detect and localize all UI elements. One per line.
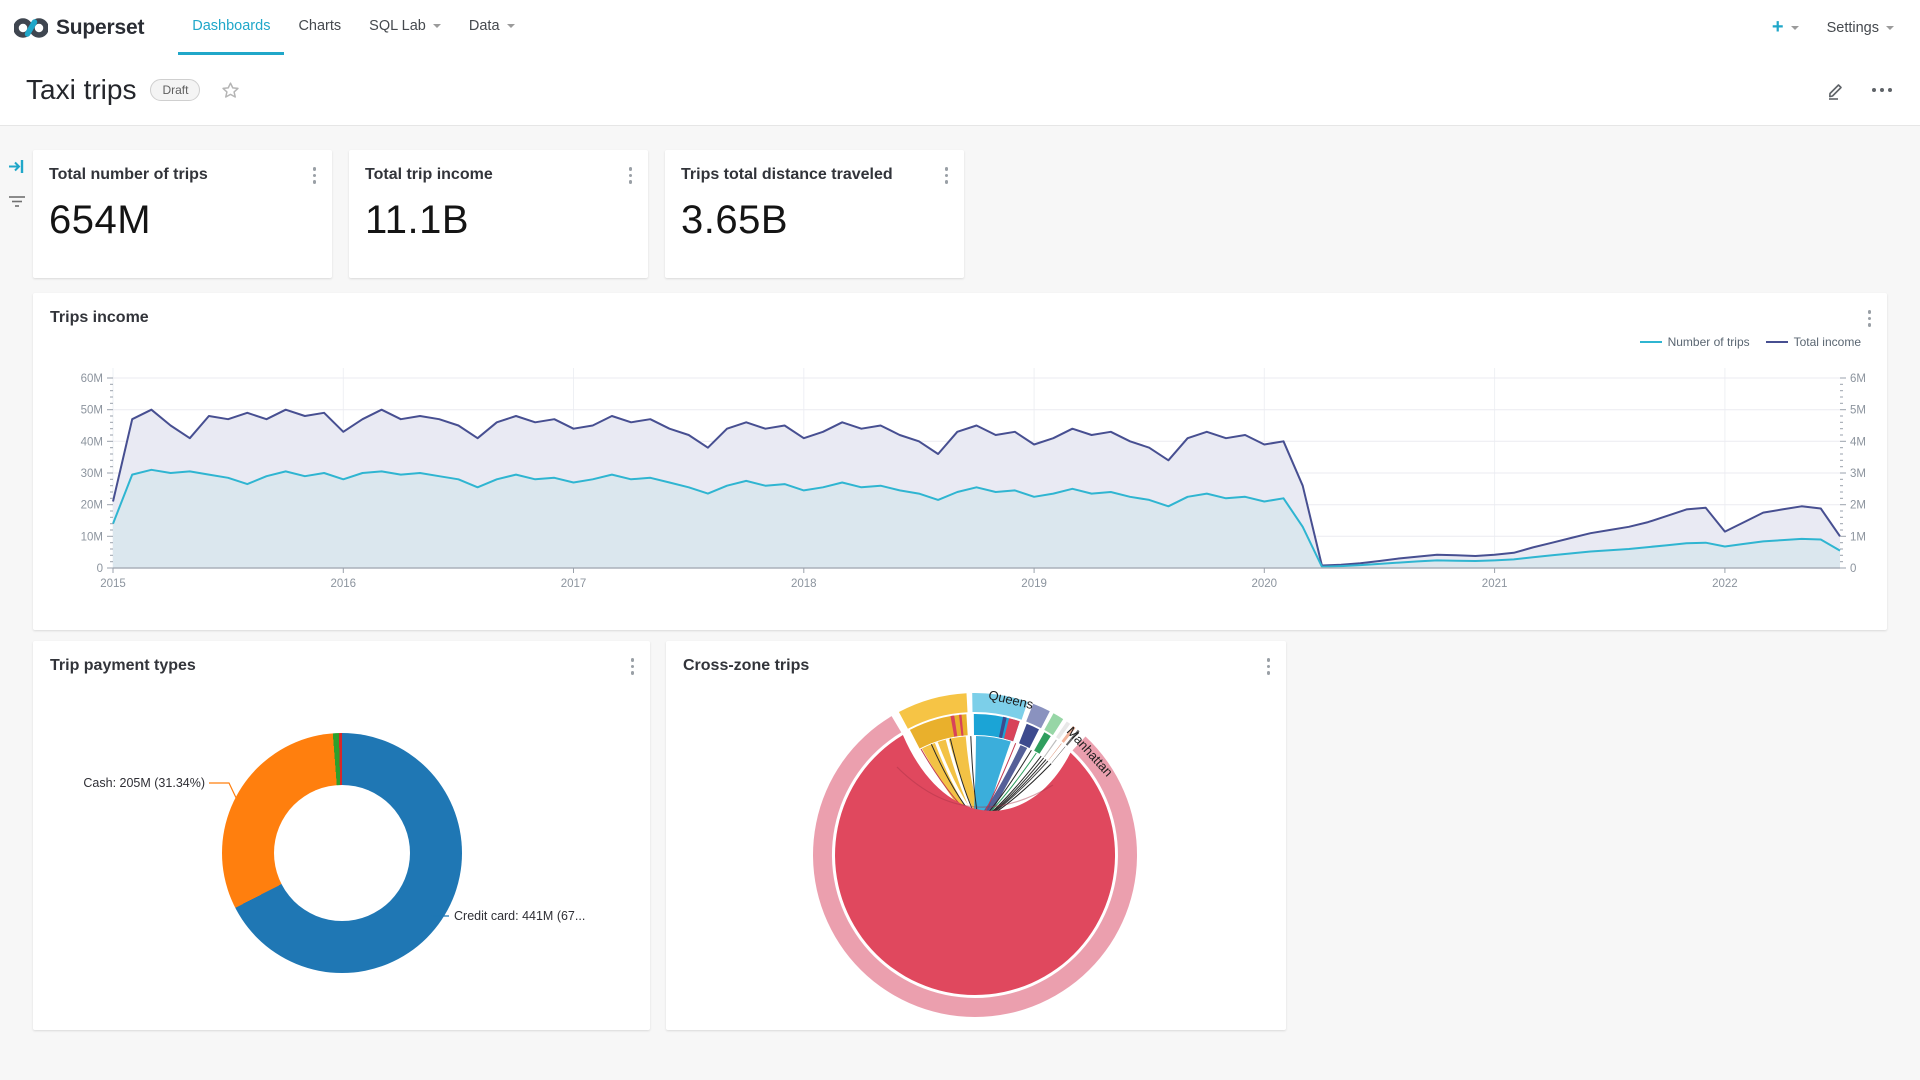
kpi-value: 3.65B <box>681 198 789 242</box>
svg-text:2022: 2022 <box>1712 578 1738 590</box>
svg-text:2019: 2019 <box>1021 578 1047 590</box>
card-menu-kebab[interactable] <box>628 655 638 678</box>
svg-text:2M: 2M <box>1850 500 1866 512</box>
superset-logo[interactable]: Superset <box>14 16 144 40</box>
nav-item-charts[interactable]: Charts <box>298 18 342 34</box>
kpi-value: 11.1B <box>365 198 470 242</box>
chart-title: Trip payment types <box>50 657 196 674</box>
card-menu-kebab[interactable] <box>310 164 320 187</box>
chart-title: Trips income <box>50 309 149 326</box>
kpi-title: Trips total distance traveled <box>681 166 893 183</box>
pencil-icon <box>1829 84 1842 100</box>
svg-text:2018: 2018 <box>791 578 817 590</box>
card-menu-kebab[interactable] <box>626 164 636 187</box>
trips-income-area-chart[interactable]: 60M 50M 40M 30M 20M 10M 0 6M 5M 4M 3M 2M 1M 0 2015 2016… <box>33 293 1887 630</box>
kpi-title: Total number of trips <box>49 166 208 183</box>
trips-income-chart-card: Trips income Number of trips Total incom… <box>33 293 1887 630</box>
dashboard-header: Taxi trips Draft <box>0 55 1920 126</box>
collapsed-filters-button[interactable] <box>6 193 28 211</box>
kpi-card-total-trips: Total number of trips 654M <box>33 150 332 278</box>
dashboard-menu-ellipsis[interactable] <box>1872 88 1892 92</box>
svg-text:0: 0 <box>97 563 103 575</box>
svg-text:2015: 2015 <box>100 578 126 590</box>
dashboard-body: Total number of trips 654M Total trip in… <box>0 126 1920 1080</box>
kpi-card-total-distance: Trips total distance traveled 3.65B <box>665 150 964 278</box>
svg-text:3M: 3M <box>1850 468 1866 480</box>
svg-text:1M: 1M <box>1850 531 1866 543</box>
nav-item-sql-lab[interactable]: SQL Lab <box>355 0 455 55</box>
svg-text:4M: 4M <box>1850 436 1866 448</box>
card-menu-kebab[interactable] <box>942 164 952 187</box>
svg-text:2017: 2017 <box>561 578 587 590</box>
svg-text:5M: 5M <box>1850 405 1866 417</box>
chart-legend: Number of trips Total income <box>1639 335 1861 349</box>
chevron-down-icon <box>1886 25 1894 34</box>
svg-text:30M: 30M <box>81 468 103 480</box>
legend-item-number-of-trips[interactable]: Number of trips <box>1639 335 1750 349</box>
svg-text:2021: 2021 <box>1482 578 1508 590</box>
cross-zone-trips-card: Cross-zone trips Manhattan Queens <box>666 641 1286 1030</box>
payment-types-donut-chart[interactable] <box>222 733 462 973</box>
brand-name: Superset <box>56 15 145 39</box>
card-menu-kebab[interactable] <box>1865 307 1875 330</box>
favorite-star-button[interactable] <box>220 80 241 101</box>
infinity-logo-icon <box>14 17 48 38</box>
chevron-down-icon <box>1790 25 1799 34</box>
svg-text:40M: 40M <box>81 436 103 448</box>
filter-rail <box>0 156 33 211</box>
svg-text:50M: 50M <box>81 405 103 417</box>
svg-text:2020: 2020 <box>1252 578 1278 590</box>
svg-text:6M: 6M <box>1850 373 1866 385</box>
nav-item-dashboards[interactable]: Dashboards <box>178 0 285 55</box>
chevron-down-icon <box>506 24 515 32</box>
chevron-down-icon <box>432 24 441 32</box>
arrow-right-to-bar-icon <box>9 160 24 173</box>
legend-item-total-income[interactable]: Total income <box>1765 335 1861 349</box>
main-menu: Dashboards Charts SQL Lab Data <box>178 0 528 55</box>
svg-text:0: 0 <box>1850 563 1856 575</box>
svg-text:2016: 2016 <box>331 578 357 590</box>
filter-funnel-icon <box>8 196 25 207</box>
card-menu-kebab[interactable] <box>1264 655 1274 678</box>
new-item-button[interactable]: + <box>1772 16 1799 39</box>
edit-dashboard-button[interactable] <box>1826 80 1846 100</box>
svg-text:20M: 20M <box>81 500 103 512</box>
nav-item-data[interactable]: Data <box>455 0 529 55</box>
status-badge: Draft <box>150 79 201 101</box>
chart-title: Cross-zone trips <box>683 657 810 674</box>
svg-text:10M: 10M <box>81 531 103 543</box>
top-nav: Superset Dashboards Charts SQL Lab Data … <box>0 0 1920 55</box>
expand-filter-bar-button[interactable] <box>6 156 27 177</box>
legend-swatch <box>1639 341 1662 343</box>
star-icon <box>222 81 240 98</box>
donut-label-cash: Cash: 205M (31.34%) <box>83 776 205 790</box>
plus-icon: + <box>1771 16 1784 38</box>
svg-text:60M: 60M <box>81 373 103 385</box>
settings-menu[interactable]: Settings <box>1827 20 1894 36</box>
legend-swatch <box>1765 341 1788 343</box>
trip-payment-types-card: Trip payment types Cash: 205M (31.34%) C… <box>33 641 650 1030</box>
kpi-row: Total number of trips 654M Total trip in… <box>33 150 1887 278</box>
kpi-card-trip-income: Total trip income 11.1B <box>349 150 648 278</box>
page-title: Taxi trips <box>26 74 137 105</box>
kpi-title: Total trip income <box>365 166 493 183</box>
donut-label-credit-card: Credit card: 441M (67... <box>454 909 586 923</box>
kpi-value: 654M <box>49 198 152 242</box>
